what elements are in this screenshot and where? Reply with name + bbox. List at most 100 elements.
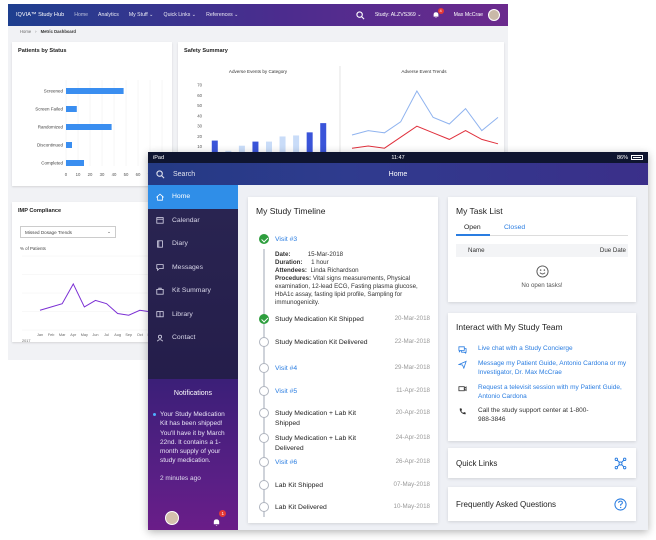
message-guide-link[interactable]: Message my Patient Guide, Antonio Cardon…	[458, 360, 630, 377]
faq-label: Frequently Asked Questions	[456, 499, 557, 509]
notification-message[interactable]: Your Study Medication Kit has been shipp…	[148, 410, 238, 466]
event-name: Lab Kit Shipped	[275, 482, 323, 489]
interact-item-label: Request a televisit session with my Pati…	[478, 384, 622, 400]
video-icon	[458, 386, 467, 392]
event-name[interactable]: Visit #4	[275, 365, 298, 372]
sidebar-item-calendar[interactable]: Calendar	[148, 209, 238, 233]
library-icon	[156, 311, 164, 318]
avatar[interactable]	[488, 9, 500, 21]
x-tick-label: Oct	[137, 333, 144, 337]
nav-references[interactable]: References ⌄	[206, 12, 239, 18]
x-tick-label: Apr	[70, 333, 77, 337]
chevron-down-icon: ⌄	[107, 229, 111, 234]
y-tick-label: 10	[197, 144, 202, 149]
notifications-title: Notifications	[173, 390, 213, 397]
help-icon	[614, 497, 627, 511]
avatar[interactable]	[164, 511, 179, 525]
year-label: 2017	[22, 339, 30, 342]
bar	[66, 160, 84, 166]
x-tick-label: Aug	[114, 333, 121, 337]
event-name: Lab Kit Delivered	[275, 504, 327, 511]
imp-compliance-card: IMP Compliance Missed Dosage Trends ⌄ % …	[12, 202, 172, 342]
bell-icon[interactable]: 1	[212, 509, 227, 526]
x-tick-label: 20	[88, 172, 93, 177]
sidebar-item-messages[interactable]: Messages	[148, 256, 238, 280]
event-date: 07-May-2018	[393, 481, 430, 488]
trend-select[interactable]: Missed Dosage Trends ⌄	[20, 226, 116, 238]
nav-my-stuff[interactable]: My Stuff ⌄	[128, 12, 154, 18]
brand-logo[interactable]: IQVIA™ Study Hub	[16, 12, 65, 18]
y-tick-label: 70	[197, 83, 202, 88]
search-icon[interactable]	[356, 10, 365, 20]
sidebar-item-label: Messages	[172, 263, 203, 271]
interact-item-label: Message my Patient Guide, Antonio Cardon…	[478, 360, 627, 376]
breadcrumb-separator: ›	[35, 29, 37, 34]
battery-icon	[631, 155, 643, 160]
adverse-event-trends-chart: Adverse Event Trends	[339, 66, 499, 160]
chat-icon	[458, 346, 467, 354]
event-date: 26-Apr-2018	[395, 458, 430, 465]
interact-card: Interact with My Study Team Live chat wi…	[448, 313, 636, 441]
contact-icon	[156, 334, 164, 342]
y-tick-label: 20	[197, 134, 202, 139]
x-tick-label: Feb	[48, 333, 55, 337]
bar	[66, 106, 77, 112]
sidebar-item-library[interactable]: Library	[148, 303, 238, 327]
breadcrumb-home[interactable]: Home	[20, 29, 32, 34]
live-chat-link[interactable]: Live chat with a Study Concierge	[458, 345, 630, 354]
send-icon	[458, 360, 467, 369]
nav-home[interactable]: Home	[74, 12, 89, 18]
user-name[interactable]: Max McCrae	[453, 12, 483, 18]
y-tick-label: 30	[197, 124, 202, 129]
timeline-dot	[259, 433, 269, 443]
sidebar-item-home[interactable]: Home	[148, 185, 238, 209]
sidebar-item-label: Library	[172, 310, 193, 318]
task-table-header: Name Due Date	[456, 244, 628, 257]
series-line	[351, 89, 499, 136]
sidebar-item-diary[interactable]: Diary	[148, 232, 238, 256]
study-selector[interactable]: Study: ALZVS369 ⌄	[374, 12, 422, 18]
visit-duration: 1 hour	[311, 259, 329, 266]
quick-links-card[interactable]: Quick Links	[448, 448, 636, 478]
series-line	[39, 282, 163, 318]
x-tick-label: Mar	[59, 333, 66, 337]
faq-card[interactable]: Frequently Asked Questions	[448, 487, 636, 521]
timeline-dot	[259, 408, 269, 418]
timeline-dot	[259, 457, 269, 467]
search-button[interactable]: Search	[148, 169, 238, 179]
adverse-events-bar-chart: Adverse Events by Category 70 60 50 40 30 20 10	[197, 69, 327, 157]
sidebar-item-label: Contact	[172, 334, 196, 342]
column-due-date[interactable]: Due Date	[599, 247, 626, 254]
event-name[interactable]: Visit #5	[275, 388, 298, 395]
column-name[interactable]: Name	[468, 247, 485, 254]
sidebar-item-label: Diary	[172, 240, 188, 248]
sidebar-item-contact[interactable]: Contact	[148, 326, 238, 350]
category-label: Screen Failed	[35, 107, 63, 112]
empty-state-text: No open tasks!	[521, 282, 563, 289]
y-tick-label: 40	[197, 113, 202, 118]
tab-open[interactable]: Open	[456, 224, 490, 236]
check-icon	[259, 314, 269, 324]
phone-icon	[459, 408, 466, 415]
bell-icon[interactable]: 4	[432, 8, 444, 19]
televisit-link[interactable]: Request a televisit session with my Pati…	[458, 384, 630, 401]
visit-date: 15-Mar-2018	[307, 251, 344, 258]
x-tick-label: 60	[136, 172, 141, 177]
support-phone[interactable]: Call the study support center at 1-800-9…	[458, 407, 630, 424]
tab-closed[interactable]: Closed	[504, 224, 526, 231]
nav-quick-links[interactable]: Quick Links ⌄	[163, 12, 197, 18]
y-axis-label: % of Patients	[20, 246, 47, 251]
main-content: My Study Timeline Visit #3 Date: 15-Mar-…	[238, 185, 648, 530]
event-name[interactable]: Visit #3	[275, 236, 298, 243]
nav-analytics[interactable]: Analytics	[98, 12, 119, 18]
bar	[306, 132, 313, 157]
x-tick-label: Jul	[104, 333, 109, 337]
sidebar-item-kit-summary[interactable]: Kit Summary	[148, 279, 238, 303]
kit-icon	[156, 287, 164, 295]
breadcrumb: Home › Metric Dashboard	[8, 26, 508, 37]
status-time: 11:47	[391, 154, 405, 161]
event-date: 11-Apr-2018	[396, 387, 430, 394]
timeline-line	[263, 249, 265, 517]
card-title: Patients by Status	[18, 48, 67, 54]
event-name[interactable]: Visit #6	[275, 459, 298, 466]
